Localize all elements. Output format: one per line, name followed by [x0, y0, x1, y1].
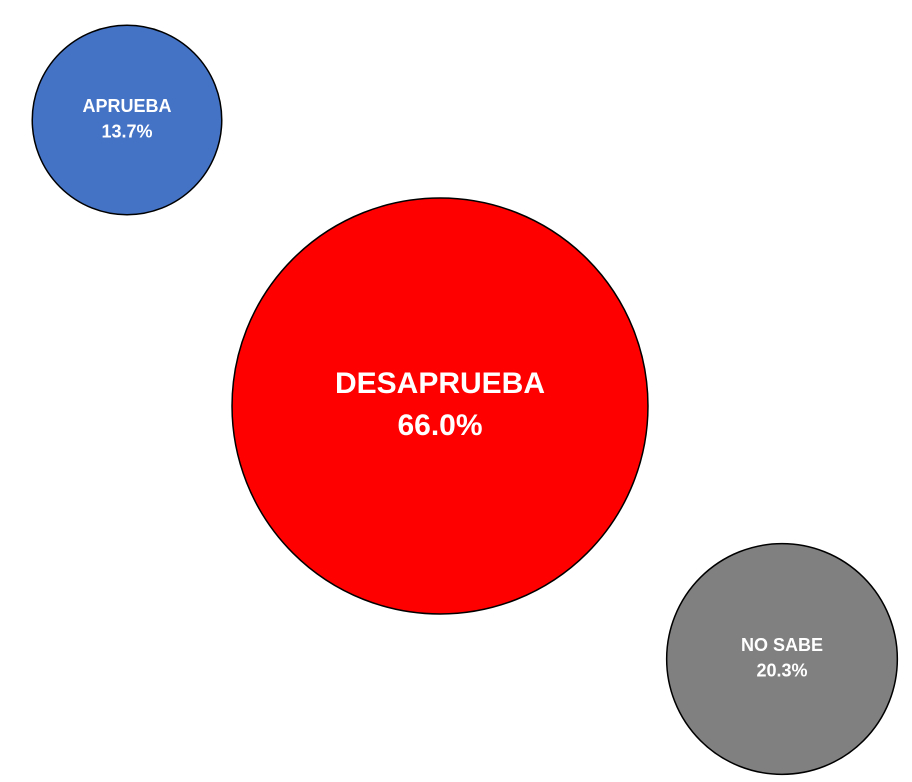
bubble	[31, 24, 223, 216]
bubble-category: NO SABE	[741, 635, 823, 655]
bubble	[665, 542, 899, 776]
bubble-category: APRUEBA	[82, 96, 171, 116]
bubble	[231, 197, 649, 615]
bubble-value-label: 20.3%	[756, 660, 807, 680]
bubble-category: DESAPRUEBA	[335, 367, 545, 400]
bubble-value-label: 13.7%	[101, 121, 152, 141]
bubble-value-label: 66.0%	[397, 409, 482, 442]
